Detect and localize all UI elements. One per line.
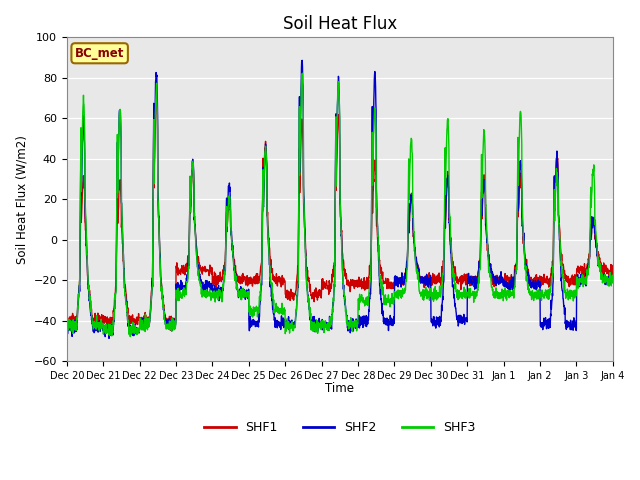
SHF2: [577, 275, 584, 281]
SHF2: [356, 315, 364, 321]
SHF1: [167, 327, 175, 333]
SHF2: [216, 289, 223, 295]
SHF1: [63, 314, 70, 320]
SHF1: [368, 207, 376, 213]
SHF3: [577, 278, 584, 284]
SHF3: [499, 290, 507, 296]
SHF2: [368, 173, 376, 179]
Line: SHF1: SHF1: [67, 94, 613, 330]
SHF2: [609, 278, 617, 284]
SHF1: [577, 264, 584, 270]
SHF3: [299, 71, 307, 76]
SHF2: [499, 277, 507, 283]
Title: Soil Heat Flux: Soil Heat Flux: [283, 15, 397, 33]
SHF3: [561, 289, 569, 295]
X-axis label: Time: Time: [325, 382, 355, 395]
SHF3: [127, 334, 134, 339]
SHF3: [63, 325, 70, 331]
Line: SHF2: SHF2: [67, 60, 613, 338]
Text: BC_met: BC_met: [75, 47, 124, 60]
SHF3: [356, 300, 364, 305]
SHF1: [561, 271, 569, 277]
Legend: SHF1, SHF2, SHF3: SHF1, SHF2, SHF3: [199, 416, 480, 439]
SHF2: [63, 321, 70, 327]
SHF2: [561, 305, 569, 311]
SHF3: [609, 272, 617, 278]
SHF1: [499, 278, 507, 284]
SHF2: [105, 336, 113, 341]
SHF2: [298, 58, 306, 63]
SHF1: [153, 91, 161, 96]
Y-axis label: Soil Heat Flux (W/m2): Soil Heat Flux (W/m2): [15, 135, 28, 264]
SHF3: [368, 184, 376, 190]
SHF1: [356, 278, 364, 284]
SHF3: [216, 288, 223, 293]
SHF1: [216, 276, 223, 281]
SHF1: [609, 267, 617, 273]
Line: SHF3: SHF3: [67, 73, 613, 336]
